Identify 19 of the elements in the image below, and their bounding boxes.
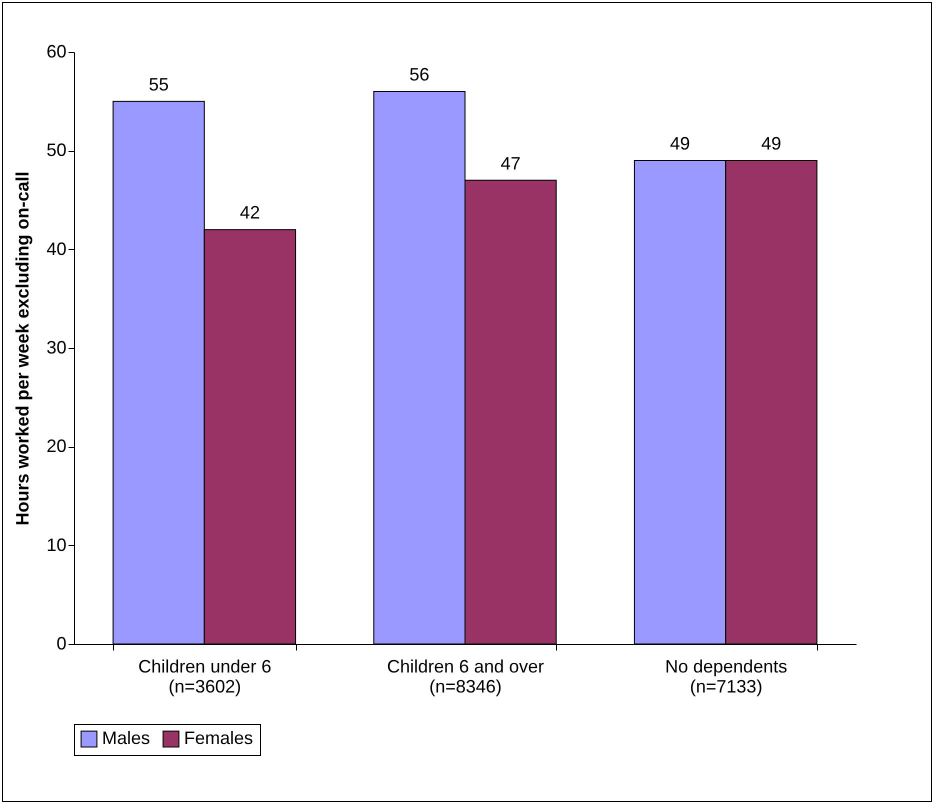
- legend-label: Males: [102, 728, 150, 748]
- x-tick-label: Children under 6 (n=3602): [138, 656, 272, 696]
- data-label: 42: [240, 202, 260, 223]
- y-tick-label: 50: [46, 140, 66, 160]
- y-tick-label: 60: [46, 42, 66, 62]
- data-label: 47: [500, 153, 521, 174]
- y-tick-label: 20: [46, 436, 66, 456]
- y-tick-label: 30: [46, 338, 66, 358]
- y-tick-label: 10: [46, 534, 66, 555]
- y-tick-label: 40: [46, 238, 66, 259]
- legend-label: Females: [184, 728, 254, 748]
- y-axis-title: Hours worked per week excluding on-call: [12, 171, 32, 526]
- x-tick-label: No dependents (n=7133): [665, 656, 788, 696]
- data-label: 55: [148, 74, 169, 94]
- data-label: 49: [670, 134, 690, 154]
- y-tick-label: 0: [56, 634, 66, 654]
- data-label: 56: [409, 64, 430, 84]
- data-label: 49: [761, 134, 782, 154]
- x-tick-label: Children 6 and over (n=8346): [386, 656, 544, 696]
